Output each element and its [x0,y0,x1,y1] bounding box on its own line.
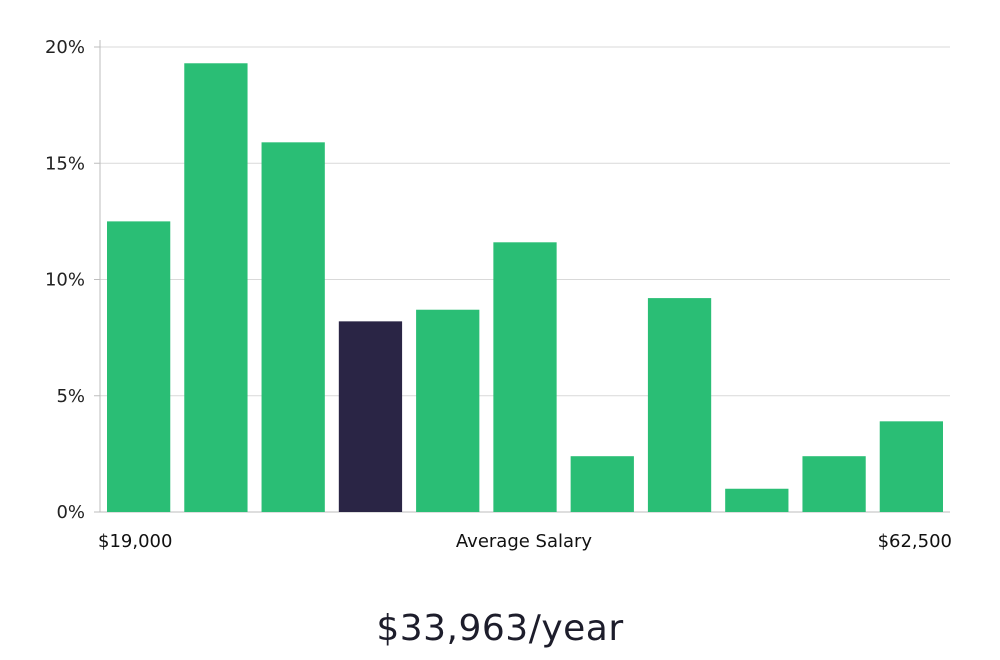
bar [184,63,248,513]
y-axis-ticks: 0% 5% 10% 15% 20% [45,37,100,523]
y-tick-label: 0% [56,502,85,523]
x-axis-max-label: $62,500 [878,531,952,552]
bar [802,456,866,512]
y-tick-label: 15% [45,153,85,174]
bar [725,488,789,512]
bar [107,221,171,512]
bar [647,298,712,512]
y-tick-label: 20% [45,37,85,58]
y-tick-label: 5% [56,386,85,407]
bar [493,242,557,513]
bar [570,456,634,512]
bar [879,421,943,512]
x-axis-min-label: $19,000 [98,531,172,552]
bar [416,309,480,512]
average-salary-value: $33,963/year [376,608,624,649]
x-axis-title: Average Salary [456,531,593,552]
salary-histogram: 0% 5% 10% 15% 20% $19,000 Average Salary $62… [45,37,952,552]
bar [261,142,325,512]
y-tick-label: 10% [45,270,85,291]
bar-highlighted [338,321,403,512]
bars [107,63,943,513]
